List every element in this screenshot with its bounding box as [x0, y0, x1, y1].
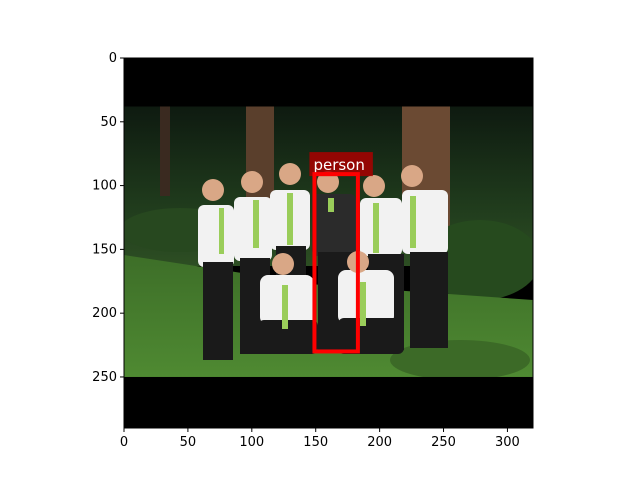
axes-frame	[123, 57, 534, 429]
x-tick-label: 150	[303, 435, 328, 450]
x-tick-label: 50	[180, 435, 197, 450]
photo	[124, 58, 533, 428]
detection-overlay: person	[309, 152, 373, 354]
detection-box	[312, 172, 360, 354]
tree-trunk	[160, 106, 170, 196]
group-of-people	[198, 163, 448, 360]
detection-label-background	[309, 152, 373, 177]
y-tick-label: 50	[100, 115, 117, 130]
x-tick-label: 100	[239, 435, 264, 450]
detection-label: person	[313, 156, 364, 174]
letterbox-top	[124, 58, 533, 107]
x-tick-label: 250	[431, 435, 456, 450]
y-tick-label: 0	[109, 51, 117, 66]
x-tick-label: 200	[367, 435, 392, 450]
x-tick-label: 0	[120, 435, 128, 450]
x-axis: 0 50 100 150 200 250 300	[120, 428, 520, 450]
letterbox-bottom	[124, 376, 533, 428]
y-tick-label: 200	[92, 306, 117, 321]
y-tick-label: 150	[92, 242, 117, 257]
y-tick-label: 100	[92, 179, 117, 194]
y-axis: 0 50 100 150 200 250	[92, 51, 124, 385]
y-tick-label: 250	[92, 370, 117, 385]
x-tick-label: 300	[495, 435, 520, 450]
